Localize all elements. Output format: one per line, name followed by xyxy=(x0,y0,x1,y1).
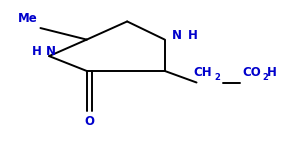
Text: H: H xyxy=(266,66,276,79)
Text: 2: 2 xyxy=(215,73,221,82)
Text: H: H xyxy=(32,45,42,58)
Text: CH: CH xyxy=(194,66,212,79)
Text: N: N xyxy=(172,29,182,42)
Text: 2: 2 xyxy=(262,73,268,82)
Text: N: N xyxy=(46,45,56,58)
Text: O: O xyxy=(84,115,94,128)
Text: CO: CO xyxy=(243,66,262,79)
Text: H: H xyxy=(188,29,198,42)
Text: Me: Me xyxy=(18,12,38,25)
